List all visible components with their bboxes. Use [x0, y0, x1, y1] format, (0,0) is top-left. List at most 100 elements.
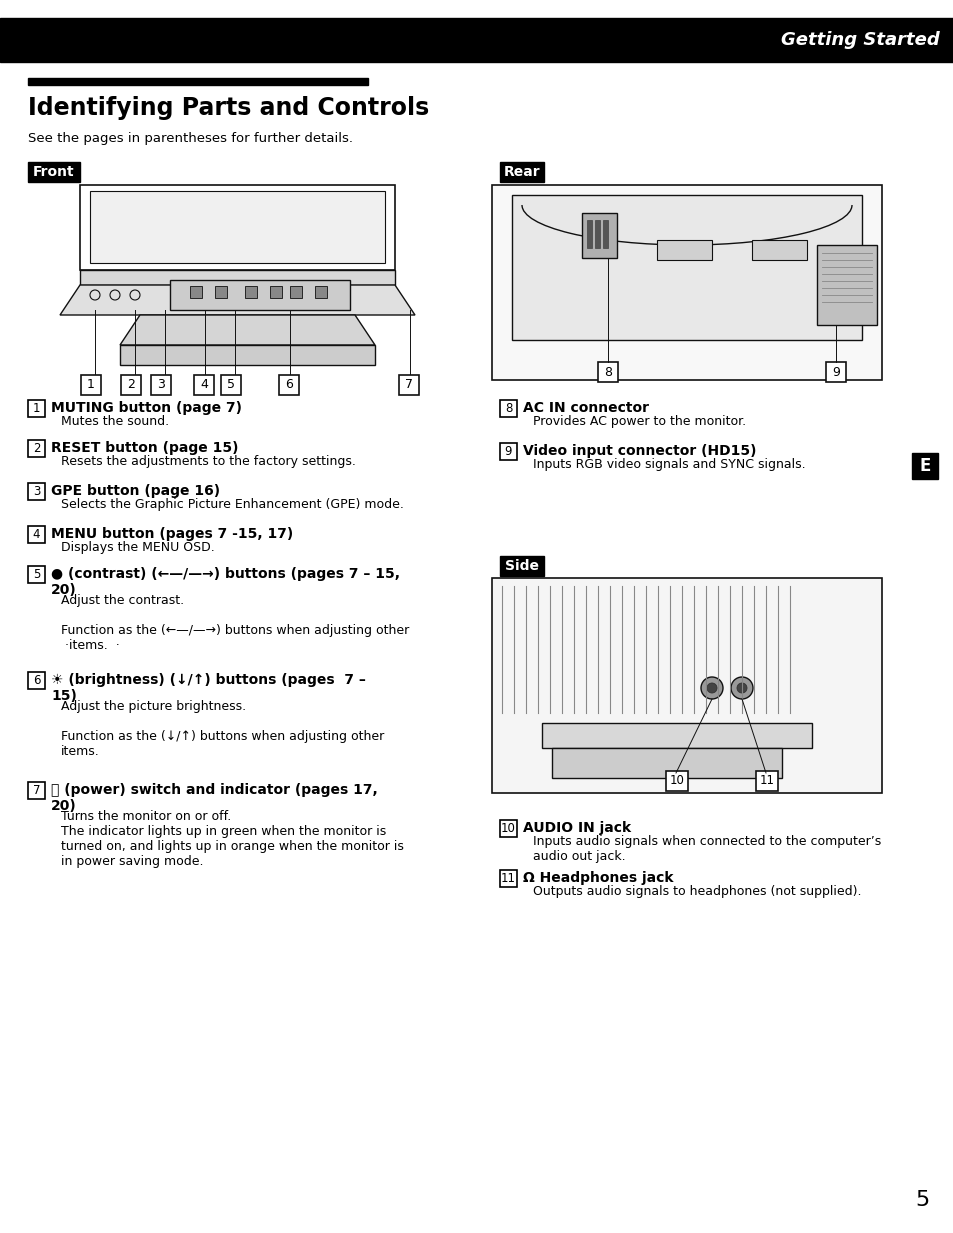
Bar — [151, 375, 171, 395]
Text: ⏻ (power) switch and indicator (pages 17,
20): ⏻ (power) switch and indicator (pages 17… — [51, 783, 377, 814]
Text: Getting Started: Getting Started — [781, 31, 939, 49]
Text: 9: 9 — [831, 365, 839, 379]
Circle shape — [730, 677, 752, 699]
Text: 1: 1 — [87, 379, 95, 392]
Text: Inputs audio signals when connected to the computer’s
audio out jack.: Inputs audio signals when connected to t… — [533, 835, 881, 863]
Bar — [80, 270, 395, 285]
Bar — [290, 286, 302, 298]
Text: 10: 10 — [669, 774, 683, 788]
Circle shape — [706, 683, 717, 693]
Text: E: E — [919, 457, 930, 475]
Bar — [193, 375, 213, 395]
Text: 4: 4 — [32, 528, 40, 541]
Bar — [221, 375, 241, 395]
Text: 7: 7 — [32, 784, 40, 797]
Text: 3: 3 — [32, 485, 40, 498]
Text: Provides AC power to the monitor.: Provides AC power to the monitor. — [533, 416, 745, 428]
Polygon shape — [60, 285, 415, 314]
Bar — [595, 219, 599, 248]
Circle shape — [700, 677, 722, 699]
Text: 2: 2 — [32, 441, 40, 455]
Text: 8: 8 — [504, 402, 512, 416]
Bar — [598, 363, 618, 382]
Bar — [80, 185, 395, 270]
Circle shape — [737, 683, 746, 693]
Text: 10: 10 — [500, 822, 516, 835]
Bar — [28, 483, 45, 501]
Text: 6: 6 — [285, 379, 293, 392]
Bar — [278, 375, 298, 395]
Bar — [492, 578, 882, 793]
Bar — [120, 345, 375, 365]
Bar — [541, 723, 811, 748]
Text: 11: 11 — [500, 872, 516, 885]
Bar — [665, 771, 687, 792]
Text: Inputs RGB video signals and SYNC signals.: Inputs RGB video signals and SYNC signal… — [533, 457, 804, 471]
Text: 6: 6 — [32, 674, 40, 687]
Text: 5: 5 — [32, 568, 40, 581]
Bar — [28, 566, 45, 583]
Bar — [0, 18, 953, 62]
Bar — [314, 286, 327, 298]
Text: Video input connector (HD15): Video input connector (HD15) — [522, 444, 756, 457]
Bar — [190, 286, 202, 298]
Bar — [28, 526, 45, 543]
Bar — [751, 240, 806, 260]
Text: Ω Headphones jack: Ω Headphones jack — [522, 870, 673, 885]
Bar — [499, 399, 517, 417]
Text: Side: Side — [504, 559, 538, 573]
Bar — [492, 185, 882, 380]
Text: 11: 11 — [759, 774, 774, 788]
Text: Mutes the sound.: Mutes the sound. — [61, 416, 169, 428]
Bar — [28, 782, 45, 799]
Text: 5: 5 — [227, 379, 234, 392]
Text: GPE button (page 16): GPE button (page 16) — [51, 485, 220, 498]
Bar — [825, 363, 845, 382]
Text: Selects the Graphic Picture Enhancement (GPE) mode.: Selects the Graphic Picture Enhancement … — [61, 498, 403, 510]
Bar — [499, 556, 543, 576]
Bar — [398, 375, 418, 395]
Text: Front: Front — [33, 165, 74, 179]
Bar — [552, 748, 781, 778]
Text: Displays the MENU OSD.: Displays the MENU OSD. — [61, 541, 214, 554]
Text: Turns the monitor on or off.
The indicator lights up in green when the monitor i: Turns the monitor on or off. The indicat… — [61, 810, 403, 868]
Bar — [28, 162, 80, 182]
Text: Identifying Parts and Controls: Identifying Parts and Controls — [28, 96, 429, 120]
Bar — [499, 443, 517, 460]
Bar — [512, 195, 862, 340]
Text: Outputs audio signals to headphones (not supplied).: Outputs audio signals to headphones (not… — [533, 885, 861, 898]
Text: Adjust the picture brightness.

Function as the (↓/↑) buttons when adjusting oth: Adjust the picture brightness. Function … — [61, 700, 384, 758]
Text: 2: 2 — [127, 379, 134, 392]
Bar — [121, 375, 141, 395]
Bar — [28, 78, 368, 85]
Bar — [81, 375, 101, 395]
Bar — [245, 286, 256, 298]
Text: AC IN connector: AC IN connector — [522, 401, 648, 416]
Bar — [28, 672, 45, 689]
Text: Rear: Rear — [503, 165, 539, 179]
Bar — [755, 771, 778, 792]
Text: 1: 1 — [32, 402, 40, 416]
Bar — [90, 191, 385, 263]
Bar — [586, 219, 592, 248]
Text: 8: 8 — [603, 365, 612, 379]
Bar — [214, 286, 227, 298]
Text: 9: 9 — [504, 445, 512, 457]
Bar — [499, 162, 543, 182]
Text: ☀ (brightness) (↓/↑) buttons (pages  7 –
15): ☀ (brightness) (↓/↑) buttons (pages 7 – … — [51, 673, 366, 703]
Bar — [911, 453, 937, 478]
Bar — [270, 286, 282, 298]
Text: Adjust the contrast.

Function as the (←—/—→) buttons when adjusting other
 ·ite: Adjust the contrast. Function as the (←—… — [61, 594, 409, 652]
Bar — [816, 245, 876, 326]
Bar — [499, 870, 517, 887]
Bar — [28, 399, 45, 417]
Bar — [581, 213, 617, 258]
Bar — [499, 820, 517, 837]
Text: 3: 3 — [157, 379, 165, 392]
Bar — [28, 440, 45, 457]
Text: See the pages in parentheses for further details.: See the pages in parentheses for further… — [28, 132, 353, 145]
Bar — [602, 219, 607, 248]
Text: MENU button (pages 7 -15, 17): MENU button (pages 7 -15, 17) — [51, 526, 293, 541]
Polygon shape — [120, 314, 375, 345]
Text: Resets the adjustments to the factory settings.: Resets the adjustments to the factory se… — [61, 455, 355, 469]
